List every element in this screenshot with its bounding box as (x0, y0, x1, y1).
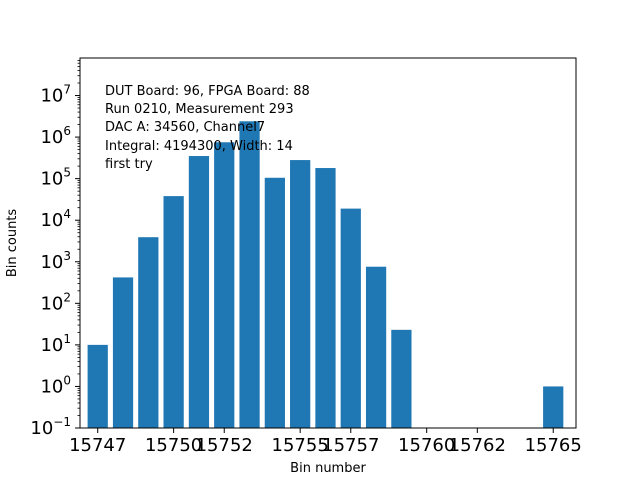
bars-group (87, 121, 564, 429)
x-tick-label: 15755 (272, 435, 329, 456)
annotation-line-3: DAC A: 34560, Channel7 (105, 120, 265, 135)
y-tick-label: 100 (40, 373, 71, 397)
y-tick-label: 107 (40, 83, 71, 107)
annotation-line-5: first try (105, 157, 153, 172)
y-tick-label: 106 (40, 124, 71, 148)
bar (290, 160, 311, 428)
bar (365, 266, 387, 428)
y-tick-label: 102 (40, 290, 71, 314)
bar (87, 344, 108, 428)
y-tick-label: 104 (40, 207, 71, 231)
bar (163, 196, 184, 428)
bar (138, 237, 159, 428)
bar (188, 156, 210, 429)
bar (315, 168, 336, 429)
run-info-annotation: DUT Board: 96, FPGA Board: 88 Run 0210, … (105, 84, 310, 172)
x-axis-label: Bin number (290, 461, 366, 476)
annotation-line-1: DUT Board: 96, FPGA Board: 88 (105, 84, 310, 99)
bar (214, 142, 235, 428)
x-tick-label: 15747 (69, 435, 126, 456)
annotation-line-4: Integral: 4194300, Width: 14 (105, 139, 293, 154)
bar (112, 277, 134, 428)
y-axis-ticks: 10−1 100 101 102 103 104 105 106 107 (30, 60, 80, 439)
y-tick-label: 103 (40, 249, 71, 273)
bar (543, 386, 564, 428)
bar (239, 121, 260, 428)
y-axis-label: Bin counts (5, 209, 20, 278)
bar (391, 329, 412, 428)
x-tick-label: 15752 (196, 435, 253, 456)
plot-frame (79, 57, 577, 429)
x-tick-label: 15750 (145, 435, 202, 456)
bar (340, 208, 361, 428)
x-tick-label: 15760 (398, 435, 455, 456)
y-tick-label: 10−1 (30, 415, 71, 439)
x-tick-label: 15757 (322, 435, 379, 456)
y-tick-label: 105 (40, 166, 71, 190)
annotation-line-2: Run 0210, Measurement 293 (105, 102, 294, 117)
x-tick-label: 15765 (525, 435, 582, 456)
y-tick-label: 101 (40, 332, 71, 356)
bar (264, 177, 285, 428)
x-tick-label: 15762 (449, 435, 506, 456)
